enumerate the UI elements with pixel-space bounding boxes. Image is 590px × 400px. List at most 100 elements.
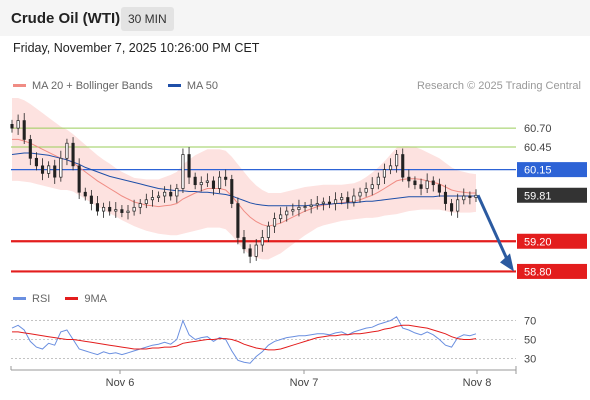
candle-body <box>431 180 435 186</box>
9ma-swatch <box>65 296 79 300</box>
candle-body <box>321 201 325 204</box>
level-label-60.15: 60.15 <box>524 165 552 177</box>
ma50-line <box>11 152 476 207</box>
candle-body <box>285 210 289 216</box>
candle-body <box>138 203 142 208</box>
timestamp: Friday, November 7, 2025 10:26:00 PM CET <box>13 41 260 55</box>
legend-item-ma20: MA 20 + Bollinger Bands <box>13 80 153 92</box>
rsi-9ma-line <box>12 324 477 351</box>
level-label-60.70: 60.70 <box>524 123 552 135</box>
rsi-line <box>11 316 477 364</box>
candle-body <box>370 184 374 189</box>
candle-body <box>16 120 20 129</box>
candle-body <box>187 154 191 178</box>
candle-body <box>242 237 246 250</box>
ma20-line <box>12 138 476 227</box>
candle-body <box>218 176 222 189</box>
candle-body <box>425 180 429 189</box>
candle-body <box>382 169 386 178</box>
candle-body <box>47 165 51 174</box>
candle-body <box>102 206 106 212</box>
forecast-arrow-shaft <box>476 194 510 263</box>
chart-header: Crude Oil (WTI) 30 MIN <box>0 0 590 36</box>
level-label-bg-58.80 <box>517 263 587 279</box>
candle-body <box>352 195 356 203</box>
candle-body <box>346 197 350 203</box>
x-tick-label: Nov 7 <box>290 377 319 389</box>
candle-body <box>77 165 81 193</box>
candle-body <box>401 154 405 178</box>
level-label-bg-60.15 <box>517 162 587 178</box>
candle-body <box>236 203 240 238</box>
level-label-58.80: 58.80 <box>524 266 552 278</box>
ma50-swatch <box>167 83 181 87</box>
candle-body <box>65 142 69 159</box>
candle-body <box>413 180 417 186</box>
legend-label-ma50: MA 50 <box>186 80 219 92</box>
candle-body <box>315 203 319 206</box>
candle-body <box>266 225 270 238</box>
candle-body <box>53 165 57 178</box>
candle-body <box>156 195 161 198</box>
candle-body <box>211 180 216 189</box>
candle-body <box>272 218 277 227</box>
candle-body <box>230 179 234 204</box>
candle-body <box>199 182 203 186</box>
level-label-59.20: 59.20 <box>524 236 552 248</box>
candle-body <box>83 191 87 197</box>
candle-body <box>175 188 179 197</box>
candle-body <box>181 154 185 189</box>
candle-body <box>456 199 460 212</box>
rsi-tick-50: 50 <box>524 335 536 347</box>
candle-body <box>22 120 26 140</box>
candle-body <box>126 210 130 213</box>
ma20-swatch <box>13 83 26 87</box>
x-tick-label: Nov 8 <box>463 377 492 389</box>
forecast-arrow-head <box>500 253 514 272</box>
candle-body <box>59 157 63 178</box>
candle-body <box>169 191 173 197</box>
candle-body <box>28 139 32 159</box>
level-label-bg-59.20 <box>517 233 587 249</box>
timeframe-button[interactable]: 30 MIN <box>121 7 174 31</box>
level-label-bg-59.81 <box>517 187 587 203</box>
candle-body <box>376 176 380 186</box>
candle-body <box>260 237 264 246</box>
candle-body <box>193 176 197 186</box>
candle-body <box>163 191 167 197</box>
candle-body <box>71 142 75 167</box>
legend-label-ma20: MA 20 + Bollinger Bands <box>32 80 153 92</box>
candle-body <box>327 201 332 204</box>
candle-body <box>388 165 393 170</box>
candle-body <box>407 176 411 182</box>
candle-body <box>364 188 368 193</box>
legend-label-9ma: 9MA <box>84 293 108 305</box>
price-legend: MA 20 + Bollinger Bands MA 50 <box>13 80 218 92</box>
candle-body <box>279 214 283 219</box>
candle-body <box>468 195 472 198</box>
level-label-59.81: 59.81 <box>524 190 552 202</box>
rsi-tick-30: 30 <box>524 353 536 365</box>
candle-body <box>114 209 118 212</box>
candle-body <box>358 191 362 197</box>
rsi-legend: RSI 9MA <box>13 293 107 305</box>
x-tick-label: Nov 6 <box>106 377 135 389</box>
candle-body <box>291 209 295 212</box>
candle-body <box>334 199 338 204</box>
candle-body <box>40 165 45 174</box>
candle-body <box>303 206 307 208</box>
candle-body <box>120 209 124 213</box>
candle-body <box>462 195 466 201</box>
candle-body <box>450 203 454 212</box>
candle-body <box>132 206 136 212</box>
candle-body <box>437 184 441 193</box>
candle-body <box>297 206 301 210</box>
candle-body <box>150 197 154 201</box>
candle-body <box>395 154 399 167</box>
candle-body <box>254 244 258 257</box>
candle-body <box>248 248 252 257</box>
candle-body <box>224 176 228 180</box>
candle-body <box>10 124 14 129</box>
candle-body <box>108 206 112 212</box>
